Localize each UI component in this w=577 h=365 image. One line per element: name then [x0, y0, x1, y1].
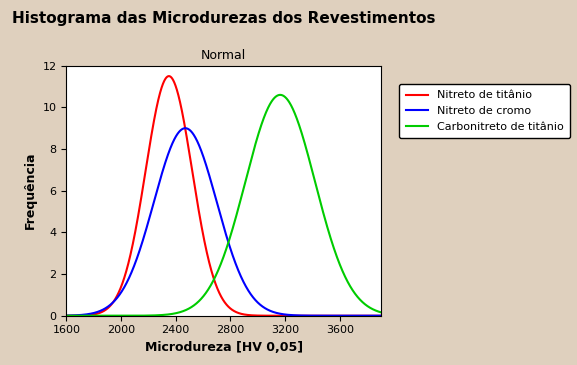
Nitreto de cromo	[107, 303, 114, 307]
Carbonitreto de titânio	[277, 93, 284, 97]
Nitreto de cromo	[211, 191, 218, 195]
Carbonitreto de titânio	[445, 314, 452, 318]
Nitreto de titânio	[438, 314, 445, 318]
Nitreto de titânio	[83, 313, 89, 318]
Y-axis label: Frequência: Frequência	[24, 152, 37, 230]
Nitreto de titânio	[211, 278, 218, 282]
X-axis label: Microdureza [HV 0,05]: Microdureza [HV 0,05]	[144, 341, 303, 354]
Carbonitreto de titânio	[394, 313, 400, 317]
Carbonitreto de titânio	[438, 314, 445, 318]
Carbonitreto de titânio	[83, 314, 89, 318]
Nitreto de titânio	[107, 304, 114, 308]
Text: Normal: Normal	[201, 49, 246, 62]
Carbonitreto de titânio	[107, 314, 114, 318]
Carbonitreto de titânio	[193, 301, 200, 306]
Nitreto de titânio	[193, 195, 200, 199]
Nitreto de cromo	[193, 137, 200, 142]
Nitreto de titânio	[394, 314, 400, 318]
Nitreto de cromo	[445, 314, 452, 318]
Carbonitreto de titânio	[36, 314, 43, 318]
Nitreto de cromo	[182, 126, 189, 130]
Line: Nitreto de cromo: Nitreto de cromo	[39, 128, 449, 316]
Line: Carbonitreto de titânio: Carbonitreto de titânio	[39, 95, 449, 316]
Nitreto de cromo	[438, 314, 445, 318]
Nitreto de cromo	[83, 312, 89, 317]
Line: Nitreto de titânio: Nitreto de titânio	[39, 76, 449, 316]
Nitreto de cromo	[36, 314, 43, 318]
Text: Histograma das Microdurezas dos Revestimentos: Histograma das Microdurezas dos Revestim…	[12, 11, 435, 26]
Carbonitreto de titânio	[211, 277, 218, 281]
Legend: Nitreto de titânio, Nitreto de cromo, Carbonitreto de titânio: Nitreto de titânio, Nitreto de cromo, Ca…	[399, 84, 570, 138]
Nitreto de titânio	[166, 74, 173, 78]
Nitreto de titânio	[36, 314, 43, 318]
Nitreto de cromo	[394, 314, 400, 318]
Nitreto de titânio	[445, 314, 452, 318]
